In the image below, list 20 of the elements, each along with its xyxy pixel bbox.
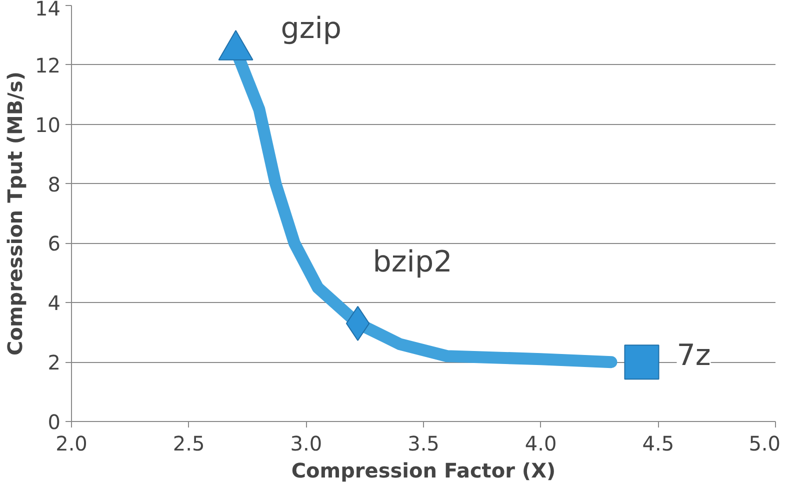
x-tick-label: 4.0 [524,432,557,456]
x-tick-label: 5.0 [748,432,781,456]
annotation: gzip [280,11,342,46]
x-axis-title: Compression Factor (X) [291,458,556,482]
y-tick-label: 8 [48,172,61,196]
y-axis-title: Compression Tput (MB/s) [3,72,28,356]
x-tick-label: 3.5 [408,432,440,456]
y-tick-label: 0 [48,410,61,434]
y-tick-label: 4 [48,291,61,316]
y-tick-label: 12 [35,53,61,78]
x-tick-label: 2.5 [172,432,205,456]
x-tick-label: 4.5 [642,432,674,456]
y-tick-label: 6 [48,232,61,256]
y-tick-label: 2 [48,350,61,375]
annotation: 7z [676,338,711,372]
x-tick-label: 3.0 [290,432,322,456]
annotation: bzip2 [372,244,452,278]
y-tick-label: 14 [35,0,61,20]
x-tick-label: 2.0 [56,432,88,456]
y-tick-label: 10 [35,112,61,137]
